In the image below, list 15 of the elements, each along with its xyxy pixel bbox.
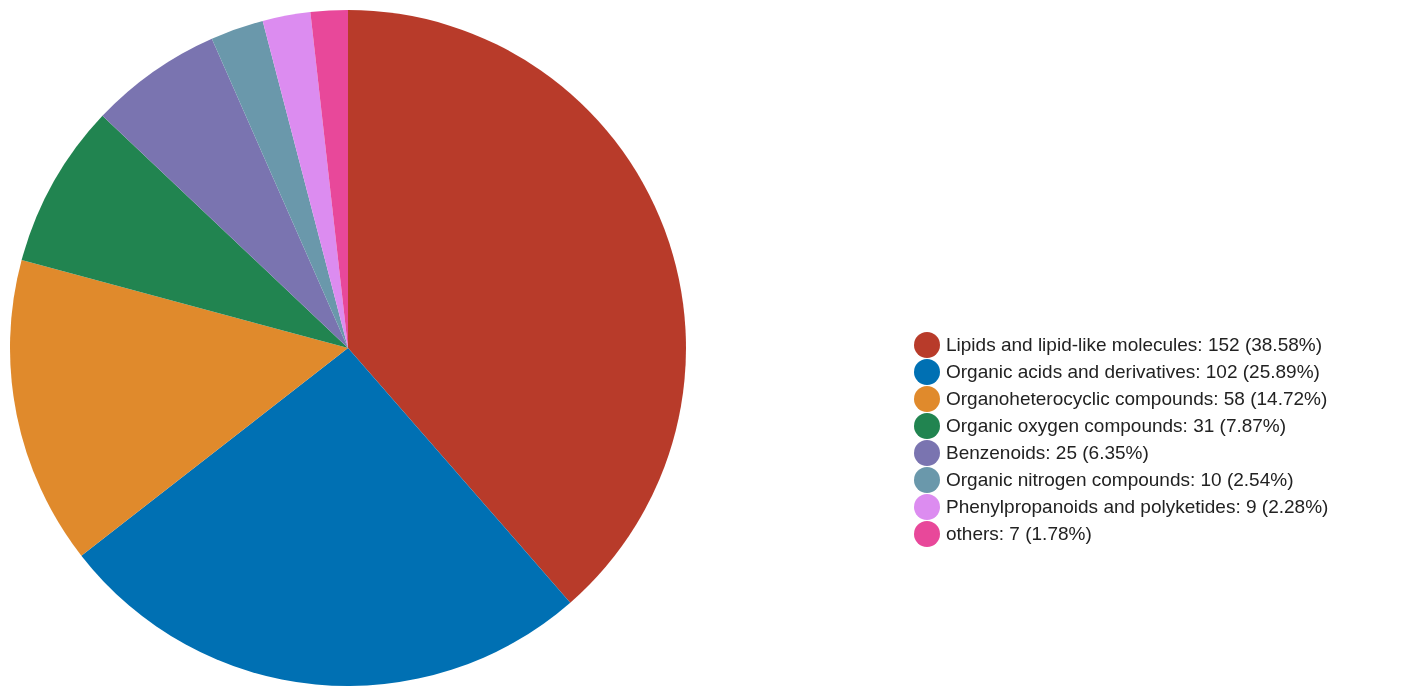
legend-label: Lipids and lipid-like molecules: 152 (38.58%) [946, 333, 1322, 356]
legend-label: Organic nitrogen compounds: 10 (2.54%) [946, 468, 1294, 491]
legend-label: others: 7 (1.78%) [946, 522, 1092, 545]
legend-label: Phenylpropanoids and polyketides: 9 (2.28%) [946, 495, 1329, 518]
legend-label: Benzenoids: 25 (6.35%) [946, 441, 1149, 464]
pie-slice [102, 38, 348, 348]
pie-slice [10, 260, 348, 556]
legend-label: Organoheterocyclic compounds: 58 (14.72%) [946, 387, 1328, 410]
pie-slice [21, 115, 348, 348]
pie-slice [81, 348, 571, 686]
pie-slice [262, 12, 348, 348]
legend-label: Organic oxygen compounds: 31 (7.87%) [946, 414, 1287, 437]
pie-slice [348, 10, 686, 603]
legend-label: Organic acids and derivatives: 102 (25.89%) [946, 360, 1320, 383]
pie-slice [211, 20, 348, 348]
